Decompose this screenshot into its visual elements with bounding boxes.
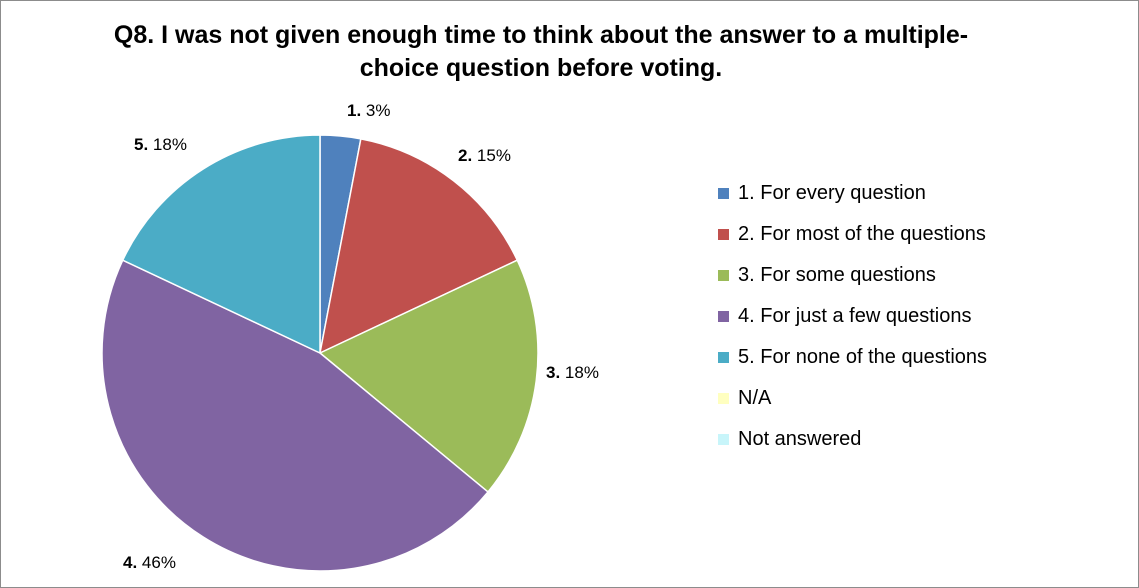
legend-swatch-5 [718, 352, 729, 363]
data-label-4-num: 4. [123, 553, 138, 572]
data-label-5: 5. 18% [134, 135, 187, 155]
legend-item-4: 4. For just a few questions [718, 296, 987, 337]
pie-slice-4 [101, 259, 490, 572]
data-label-1-pct: 3% [365, 101, 391, 120]
pie-slice-5 [121, 134, 321, 355]
data-label-2-num: 2. [458, 146, 473, 165]
chart-title: Q8. I was not given enough time to think… [113, 21, 969, 82]
legend-item-3: 3. For some questions [718, 255, 987, 296]
legend-item-1: 1. For every question [718, 173, 987, 214]
pie-slice-3 [318, 259, 539, 494]
legend-item-not-answered: Not answered [718, 419, 987, 460]
data-label-1-num: 1. [347, 101, 362, 120]
legend-label-3: 3. For some questions [738, 264, 936, 286]
data-label-3: 3. 18% [546, 363, 599, 383]
data-label-1: 1. 3% [347, 101, 391, 121]
chart-legend: 1. For every question 2. For most of the… [718, 173, 987, 460]
legend-swatch-1 [718, 188, 729, 199]
legend-label-1: 1. For every question [738, 182, 926, 204]
data-label-3-num: 3. [546, 363, 561, 382]
legend-label-4: 4. For just a few questions [738, 305, 972, 327]
legend-swatch-2 [718, 229, 729, 240]
legend-swatch-3 [718, 270, 729, 281]
data-label-3-pct: 18% [564, 363, 599, 382]
data-label-5-pct: 18% [152, 135, 187, 154]
data-label-4-pct: 46% [141, 553, 176, 572]
legend-label-5: 5. For none of the questions [738, 346, 988, 368]
legend-swatch-4 [718, 311, 729, 322]
legend-item-na: N/A [718, 378, 987, 419]
pie-slice-2 [318, 137, 519, 355]
legend-label-2: 2. For most of the questions [738, 223, 986, 245]
data-label-2-pct: 15% [476, 146, 511, 165]
data-label-2: 2. 15% [458, 146, 511, 166]
data-label-4: 4. 46% [123, 553, 176, 573]
legend-swatch-na [718, 393, 729, 404]
legend-label-not-answered: Not answered [738, 428, 862, 450]
legend-label-na: N/A [738, 387, 772, 409]
data-label-5-num: 5. [134, 135, 149, 154]
legend-item-5: 5. For none of the questions [718, 337, 987, 378]
legend-swatch-not-answered [718, 434, 729, 445]
legend-item-2: 2. For most of the questions [718, 214, 987, 255]
